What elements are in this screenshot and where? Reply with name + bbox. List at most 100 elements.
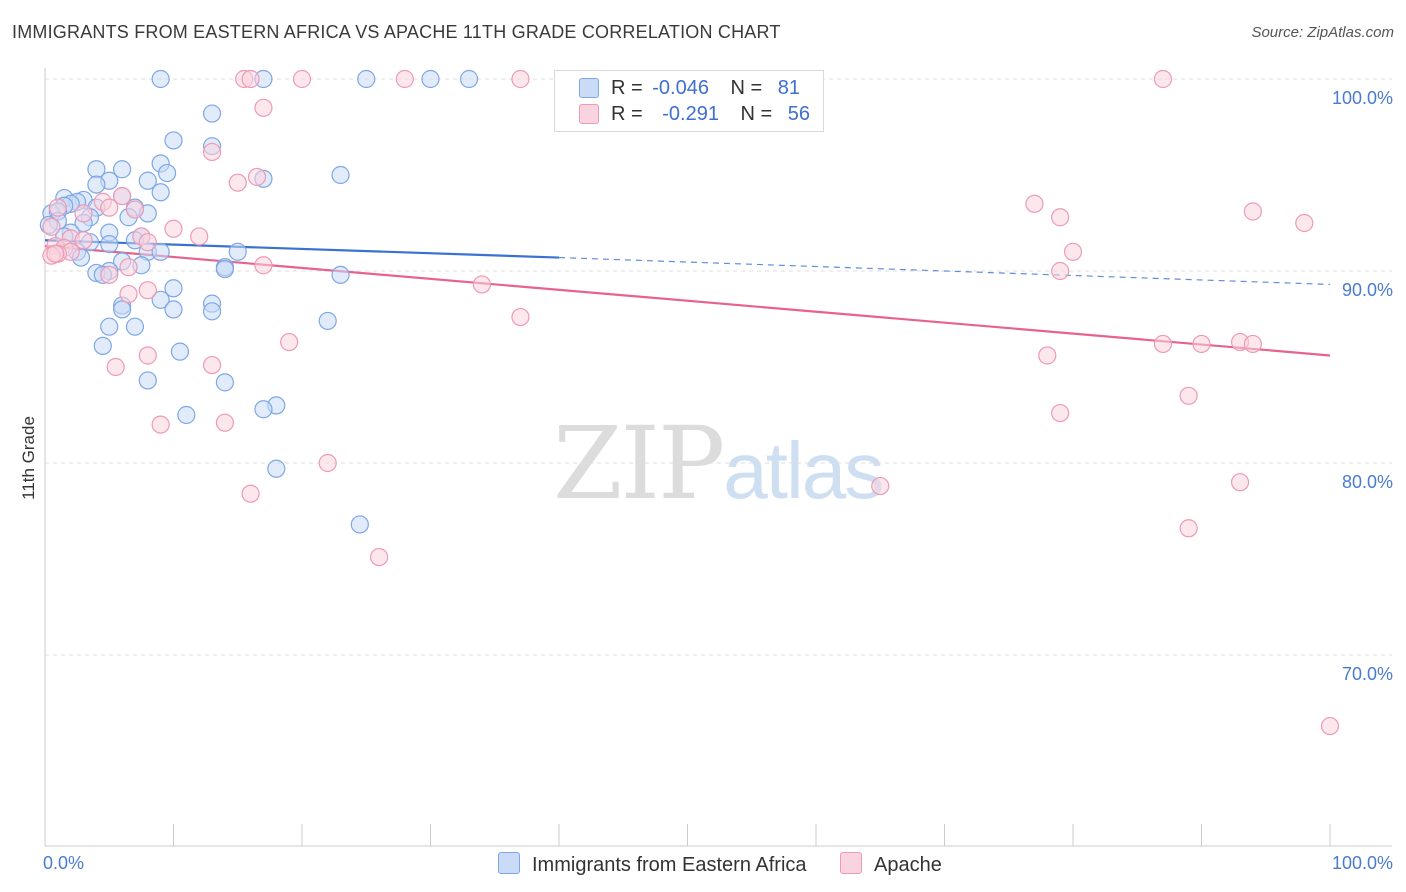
data-point (202, 302, 222, 321)
legend-label-apache: Apache (874, 854, 942, 876)
data-point (254, 98, 273, 117)
data-point (421, 69, 440, 89)
data-point (138, 346, 157, 365)
y-tick-label-70: 70.0% (1342, 664, 1393, 684)
legend-swatch-bottom-apache (840, 852, 862, 874)
watermark-atlas: atlas (723, 426, 884, 515)
data-point (100, 317, 119, 336)
data-point (1243, 334, 1263, 354)
data-point (1051, 403, 1070, 423)
data-point (1051, 261, 1070, 281)
data-point (1192, 334, 1211, 354)
data-point (1243, 202, 1263, 221)
data-point (357, 69, 376, 89)
data-point (164, 131, 183, 150)
data-point (157, 163, 177, 183)
data-point (100, 198, 119, 217)
data-point (48, 198, 67, 217)
data-point (318, 311, 337, 331)
data-point (119, 258, 138, 277)
data-point (1230, 473, 1250, 492)
data-point (190, 227, 209, 246)
data-point (93, 336, 112, 355)
data-point (202, 355, 222, 375)
y-tick-label-100: 100.0% (1332, 88, 1393, 108)
x-tick-label-0: 0.0% (43, 853, 84, 873)
trend-line-apache (44, 244, 1331, 357)
data-point (215, 373, 234, 392)
data-point (138, 233, 157, 252)
data-point (511, 307, 530, 327)
axes (44, 68, 1392, 847)
legend-item-apache[interactable]: Apache (840, 852, 942, 878)
legend-label-eastern-africa: Immigrants from Eastern Africa (532, 854, 807, 876)
data-point (370, 547, 389, 567)
data-point (1179, 519, 1198, 538)
data-point (254, 400, 273, 419)
series-eastern-africa (39, 69, 479, 534)
grid-lines (45, 78, 1392, 656)
data-point (1179, 386, 1198, 405)
data-point (1051, 208, 1070, 227)
data-point (350, 515, 369, 534)
data-point (112, 160, 132, 179)
data-point (247, 167, 267, 187)
data-point (318, 453, 337, 473)
data-point (228, 242, 247, 261)
data-point (331, 165, 350, 185)
data-point (1063, 242, 1083, 261)
legend-swatch-eastern-africa (579, 78, 599, 98)
data-point (1025, 194, 1044, 213)
data-point (1038, 346, 1057, 365)
trend-line-extension-eastern-africa (558, 256, 1331, 286)
data-point (254, 256, 273, 275)
data-point (472, 275, 491, 294)
data-point (177, 405, 196, 425)
legend-stats-apache: R = -0.291 N = 56 (611, 103, 811, 125)
data-point (395, 69, 414, 89)
data-point (292, 69, 312, 89)
x-tick-label-100: 100.0% (1332, 853, 1393, 873)
data-point (164, 219, 183, 238)
legend-stats-eastern-africa: R = -0.046 N = 81 (611, 77, 801, 99)
legend-swatch-bottom-eastern-africa (498, 852, 520, 874)
data-point (151, 290, 170, 309)
data-point (46, 244, 65, 263)
data-point (106, 357, 125, 377)
legend-swatch-apache (579, 104, 599, 124)
data-point (138, 371, 157, 390)
data-point (202, 104, 222, 123)
data-point (100, 235, 119, 254)
data-point (119, 284, 138, 304)
data-point (151, 183, 170, 202)
data-point (112, 187, 132, 206)
correlation-legend: R = -0.046 N = 81 R = -0.291 N = 56 (554, 70, 824, 132)
y-tick-label-80: 80.0% (1342, 472, 1393, 492)
data-point (331, 265, 350, 284)
axis-labels: 100.0% 90.0% 80.0% 70.0% 0.0% 100.0% 11th Grad… (19, 88, 1393, 873)
data-point (125, 317, 145, 336)
data-point (42, 217, 61, 236)
data-point (74, 231, 93, 250)
data-point (1320, 716, 1340, 736)
data-point (164, 300, 183, 319)
data-point (100, 265, 119, 284)
data-point (125, 200, 145, 219)
series-apache (42, 69, 1340, 736)
data-point (511, 69, 530, 89)
data-point (241, 69, 260, 89)
legend-item-eastern-africa[interactable]: Immigrants from Eastern Africa (498, 852, 807, 878)
data-point (151, 415, 170, 434)
data-point (871, 476, 890, 496)
data-point (267, 459, 286, 478)
data-point (1153, 334, 1173, 354)
y-tick-label-90: 90.0% (1342, 280, 1393, 300)
data-point (170, 342, 190, 361)
y-axis-title: 11th Grade (19, 416, 38, 500)
data-point (151, 69, 170, 89)
data-point (241, 484, 260, 503)
chart-title: IMMIGRANTS FROM EASTERN AFRICA VS APACHE… (12, 22, 781, 42)
data-point (74, 204, 93, 223)
source-label: Source: ZipAtlas.com (1251, 24, 1394, 41)
